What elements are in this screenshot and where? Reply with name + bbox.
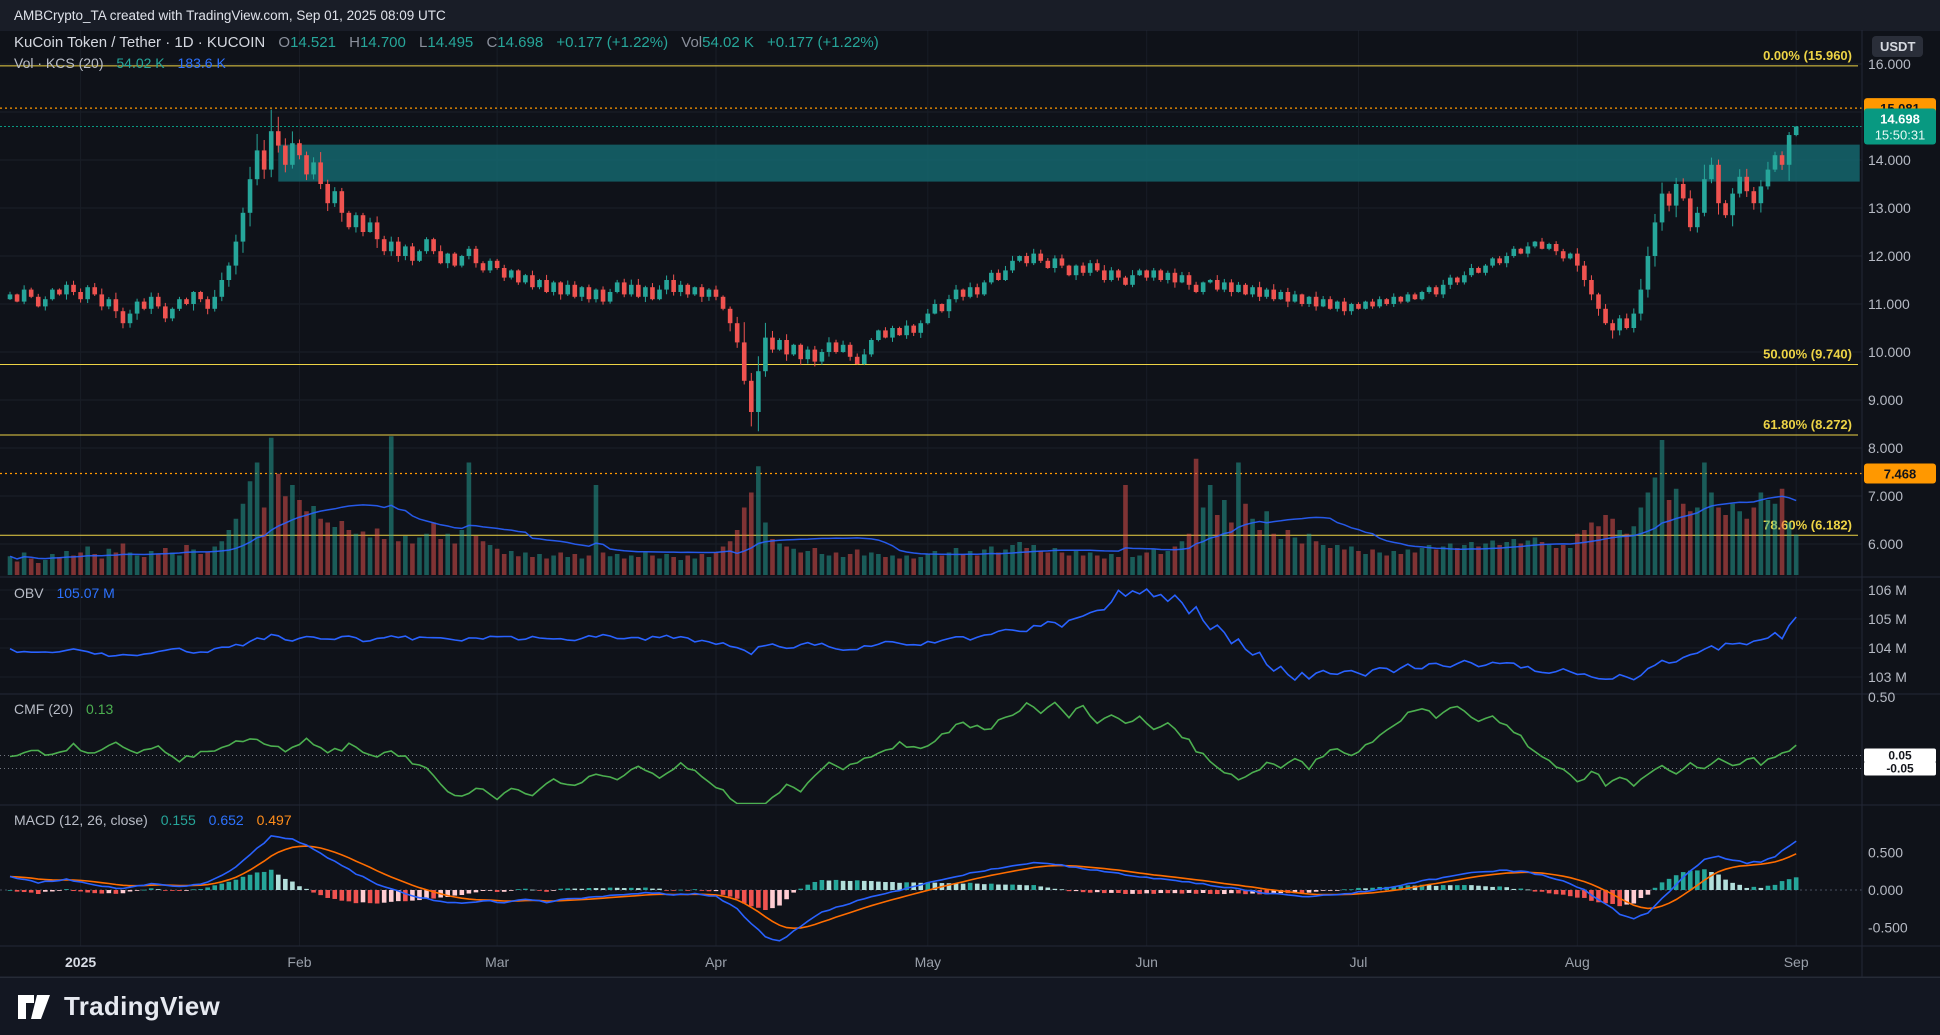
orange-level-lines[interactable] [0,107,1862,475]
svg-text:Feb: Feb [287,954,311,970]
svg-text:Apr: Apr [705,954,727,970]
svg-text:106 M: 106 M [1868,582,1907,598]
tradingview-logo-icon[interactable] [16,993,52,1021]
svg-text:Sep: Sep [1784,954,1809,970]
macd-histogram [0,869,1862,910]
macd-line-value: 0.652 [208,812,244,828]
cmf-indicator-value: 0.13 [86,701,114,717]
svg-text:16.000: 16.000 [1868,56,1911,72]
svg-text:-0.05: -0.05 [1886,762,1914,776]
svg-text:15:50:31: 15:50:31 [1875,127,1926,142]
svg-text:Mar: Mar [485,954,509,970]
svg-text:May: May [915,954,941,970]
low-field: L14.495 [419,34,473,51]
attribution-bar: AMBCrypto_TA created with TradingView.co… [0,0,1940,30]
obv-line [9,588,1797,682]
symbol-title[interactable]: KuCoin Token / Tether · 1D · KUCOIN [14,34,266,51]
high-value: 14.700 [359,34,406,51]
svg-text:14.698: 14.698 [1880,111,1920,126]
svg-text:0.000: 0.000 [1868,882,1903,898]
volume-indicator-legend: Vol · KCS (20) 54.02 K 183.6 K [14,55,226,71]
volume-change-value: +0.177 (+1.22%) [767,34,879,51]
volume-indicator-title[interactable]: Vol · KCS (20) [14,55,104,71]
svg-text:-0.500: -0.500 [1868,920,1908,936]
high-label: H [349,34,360,51]
open-value: 14.521 [290,34,336,51]
cmf-indicator-title[interactable]: CMF (20) [14,701,74,717]
macd-lines [9,834,1797,942]
svg-text:2025: 2025 [65,954,96,970]
price-axis[interactable]: 16.00015.00014.00013.00012.00011.00010.0… [1864,56,1936,936]
svg-text:105 M: 105 M [1868,611,1907,627]
currency-toggle[interactable]: USDT [1872,36,1924,57]
volume-indicator-value: 54.02 K [116,55,165,71]
open-label: O [278,34,291,51]
obv-indicator-legend: OBV 105.07 M [14,585,115,601]
svg-text:13.000: 13.000 [1868,200,1911,216]
svg-text:11.000: 11.000 [1868,296,1910,312]
low-label: L [419,34,428,51]
symbol-legend-row: KuCoin Token / Tether · 1D · KUCOIN O14.… [14,34,879,51]
high-field: H14.700 [349,34,406,51]
close-field: C14.698 [486,34,543,51]
svg-text:61.80% (8.272): 61.80% (8.272) [1763,417,1852,432]
time-axis[interactable]: 2025 Feb Mar Apr May Jun Jul Aug Sep [65,954,1809,970]
cmf-threshold-tag [1864,761,1936,776]
volume-ma-value: 183.6 K [177,55,226,71]
volume-value: 54.02 K [702,34,754,51]
svg-text:12.000: 12.000 [1868,248,1911,264]
last-price-tag [1864,108,1936,145]
bottom-bar: TradingView [0,977,1940,1035]
svg-text:103 M: 103 M [1868,669,1907,685]
svg-text:7.468: 7.468 [1884,467,1917,482]
obv-indicator-title[interactable]: OBV [14,585,44,601]
volume-field: Vol54.02 K [681,34,754,51]
macd-indicator-legend: MACD (12, 26, close) 0.155 0.652 0.497 [14,812,292,828]
close-label: C [486,34,498,51]
cmf-indicator-legend: CMF (20) 0.13 [14,701,113,717]
svg-text:78.60% (6.182): 78.60% (6.182) [1763,517,1852,532]
attribution-text: AMBCrypto_TA created with TradingView.co… [14,7,446,23]
obv-indicator-value: 105.07 M [56,585,115,601]
svg-text:0.00% (15.960): 0.00% (15.960) [1763,48,1852,63]
low-value: 14.495 [427,34,474,51]
svg-text:14.000: 14.000 [1868,152,1911,168]
open-field: O14.521 [278,34,336,51]
fib-retracement-lines[interactable]: 0.00% (15.960) 50.00% (9.740) 61.80% (8.27… [0,48,1858,536]
svg-text:104 M: 104 M [1868,640,1907,656]
svg-text:Aug: Aug [1565,954,1590,970]
svg-text:Jun: Jun [1135,954,1158,970]
candlestick-series[interactable] [7,109,1799,432]
macd-signal-value: 0.497 [256,812,292,828]
svg-text:10.000: 10.000 [1868,344,1911,360]
volume-series [7,436,1799,575]
cmf-line [0,701,1862,804]
macd-indicator-title[interactable]: MACD (12, 26, close) [14,812,148,828]
svg-text:6.000: 6.000 [1868,536,1903,552]
close-value: 14.698 [497,34,544,51]
svg-text:8.000: 8.000 [1868,440,1903,456]
orange-price-tag [1864,463,1936,484]
volume-label: Vol [681,34,703,51]
svg-text:7.000: 7.000 [1868,488,1903,504]
svg-text:0.500: 0.500 [1868,845,1903,861]
svg-text:0.50: 0.50 [1868,689,1895,705]
supply-zone[interactable] [278,144,1860,182]
svg-text:0.05: 0.05 [1888,749,1912,763]
grid-lines [0,30,1862,946]
svg-text:Jul: Jul [1350,954,1368,970]
cmf-threshold-tag [1864,748,1936,763]
tradingview-brand[interactable]: TradingView [64,991,220,1021]
svg-text:50.00% (9.740): 50.00% (9.740) [1763,346,1852,361]
macd-hist-value: 0.155 [160,812,196,828]
change-value: +0.177 (+1.22%) [556,34,669,51]
svg-text:9.000: 9.000 [1868,392,1903,408]
